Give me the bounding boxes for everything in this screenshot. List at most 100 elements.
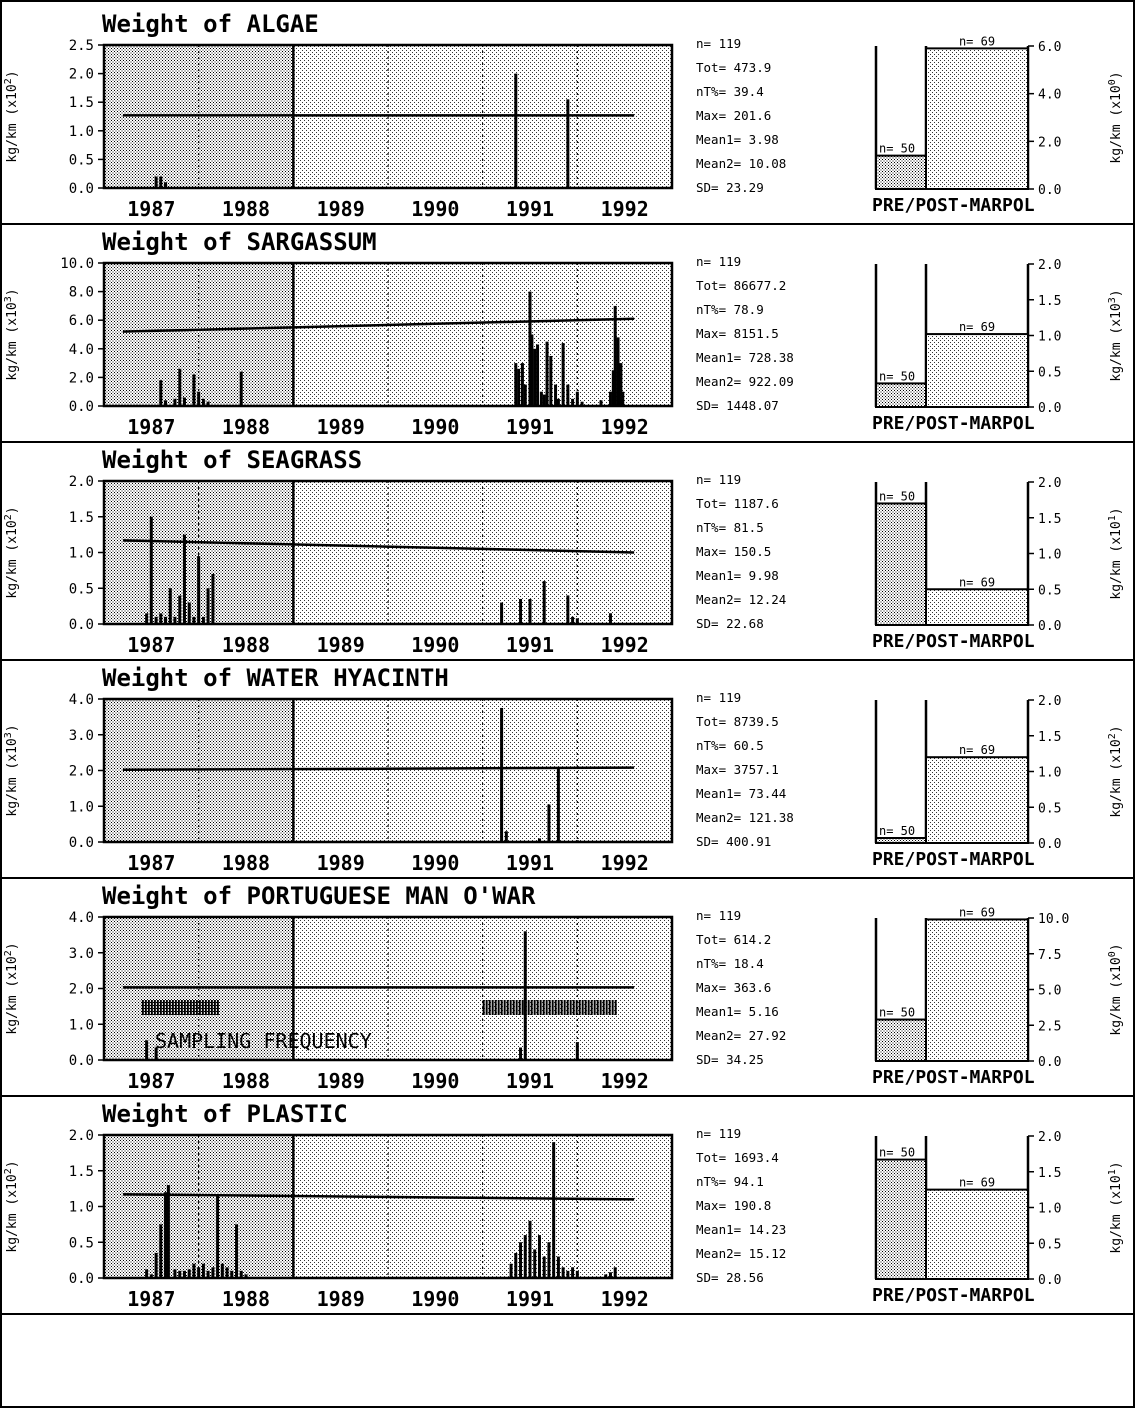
x-tick-label: 1988 bbox=[222, 1287, 270, 1311]
x-tick-label: 1990 bbox=[411, 197, 459, 221]
stat-line: nT%= 39.4 bbox=[696, 84, 764, 99]
chart-title: Weight of PORTUGUESE MAN O'WAR bbox=[102, 882, 536, 910]
sampling-tick bbox=[506, 1000, 509, 1015]
data-bar bbox=[566, 595, 570, 624]
data-bar bbox=[556, 768, 560, 842]
data-bar bbox=[542, 394, 546, 406]
data-bar bbox=[159, 613, 163, 624]
sampling-tick bbox=[614, 1000, 617, 1015]
x-tick-label: 1987 bbox=[127, 1069, 175, 1093]
prepost-caption: PRE/POST-MARPOL bbox=[872, 631, 1035, 652]
pre-marpol-bar bbox=[875, 1018, 927, 1063]
data-bar bbox=[523, 1235, 527, 1278]
stat-line: Mean2= 15.12 bbox=[696, 1246, 786, 1261]
sampling-frequency-bar bbox=[482, 1000, 617, 1015]
stat-line: n= 119 bbox=[696, 472, 741, 487]
post-marpol-bar bbox=[925, 333, 1029, 409]
x-tick-label: 1990 bbox=[411, 1069, 459, 1093]
stat-line: n= 119 bbox=[696, 908, 741, 923]
prepost-y-tick-label: 0.0 bbox=[1038, 1273, 1061, 1288]
y-tick-label: 1.0 bbox=[69, 546, 94, 562]
x-tick-label: 1989 bbox=[317, 197, 365, 221]
data-bar bbox=[159, 176, 163, 188]
sampling-tick bbox=[521, 1000, 524, 1015]
pre-marpol-bar bbox=[875, 154, 927, 190]
sampling-tick bbox=[198, 1000, 201, 1015]
prepost-y-tick-label: 4.0 bbox=[1038, 88, 1061, 103]
data-bar bbox=[145, 1040, 149, 1060]
panel-5: Weight of PORTUGUESE MAN O'WAR 0.0 1.0 2.0 3… bbox=[0, 877, 1135, 1093]
data-bar bbox=[197, 391, 201, 406]
prepost-y-tick-label: 2.0 bbox=[1038, 135, 1061, 150]
x-tick-label: 1992 bbox=[601, 1287, 649, 1311]
data-bar bbox=[514, 363, 518, 406]
data-bar bbox=[149, 516, 153, 624]
prepost-y-tick-label: 10.0 bbox=[1038, 912, 1069, 927]
sampling-tick bbox=[497, 1000, 500, 1015]
data-bar bbox=[519, 1047, 523, 1060]
x-tick-label: 1989 bbox=[317, 415, 365, 439]
prepost-y-tick-label: 2.0 bbox=[1038, 258, 1061, 273]
sampling-tick bbox=[524, 1000, 527, 1015]
sampling-tick bbox=[605, 1000, 608, 1015]
post-marpol-region bbox=[293, 699, 672, 842]
prepost-y-tick-label: 0.0 bbox=[1038, 619, 1061, 634]
sampling-tick bbox=[557, 1000, 560, 1015]
sampling-tick bbox=[530, 1000, 533, 1015]
sampling-tick bbox=[572, 1000, 575, 1015]
data-bar bbox=[528, 598, 532, 624]
prepost-y-axis-label: kg/km (x100) bbox=[1107, 943, 1124, 1035]
data-bar bbox=[201, 398, 205, 406]
data-bar bbox=[159, 1224, 163, 1278]
post-n-label: n= 69 bbox=[959, 320, 995, 334]
x-tick-label: 1988 bbox=[222, 1069, 270, 1093]
y-tick-label: 1.0 bbox=[69, 799, 94, 815]
sampling-tick bbox=[518, 1000, 521, 1015]
chart-title: Weight of WATER HYACINTH bbox=[102, 664, 449, 692]
data-bar bbox=[537, 1235, 541, 1278]
chart-title: Weight of ALGAE bbox=[102, 10, 319, 38]
data-bar bbox=[575, 1042, 579, 1060]
y-tick-label: 0.0 bbox=[69, 1271, 94, 1287]
data-bar bbox=[206, 401, 210, 406]
data-bar bbox=[197, 1267, 201, 1278]
data-bar bbox=[166, 1185, 170, 1278]
data-bar bbox=[599, 400, 603, 406]
x-tick-label: 1991 bbox=[506, 197, 554, 221]
data-bar bbox=[519, 1242, 523, 1278]
prepost-y-axis-label: kg/km (x103) bbox=[1107, 289, 1124, 381]
data-bar bbox=[533, 1249, 537, 1278]
data-bar bbox=[182, 534, 186, 624]
sampling-frequency-label: SAMPLING FREQUENCY bbox=[155, 1029, 372, 1053]
data-bar bbox=[566, 99, 570, 188]
y-tick-label: 4.0 bbox=[69, 910, 94, 926]
stat-line: Mean2= 922.09 bbox=[696, 374, 794, 389]
stat-line: nT%= 60.5 bbox=[696, 738, 764, 753]
sampling-tick bbox=[500, 1000, 503, 1015]
data-bar bbox=[178, 1270, 182, 1278]
sampling-tick bbox=[153, 1000, 156, 1015]
sampling-tick bbox=[141, 1000, 144, 1015]
sampling-tick bbox=[147, 1000, 150, 1015]
x-tick-label: 1991 bbox=[506, 1287, 554, 1311]
pre-n-label: n= 50 bbox=[879, 489, 915, 503]
data-bar bbox=[239, 371, 243, 406]
stat-line: n= 119 bbox=[696, 36, 741, 51]
chart-title: Weight of SEAGRASS bbox=[102, 446, 362, 474]
sampling-tick bbox=[494, 1000, 497, 1015]
pre-n-label: n= 50 bbox=[879, 824, 915, 838]
pre-marpol-region bbox=[104, 263, 294, 406]
data-bar bbox=[556, 398, 560, 406]
data-bar bbox=[547, 804, 551, 842]
data-bar bbox=[547, 1242, 551, 1278]
sampling-tick bbox=[602, 1000, 605, 1015]
y-tick-label: 2.5 bbox=[69, 38, 94, 54]
data-bar bbox=[616, 337, 620, 406]
pre-n-label: n= 50 bbox=[879, 1006, 915, 1020]
data-bar bbox=[197, 556, 201, 624]
sampling-tick bbox=[563, 1000, 566, 1015]
data-bar bbox=[545, 341, 549, 406]
pre-n-label: n= 50 bbox=[879, 369, 915, 383]
y-tick-label: 3.0 bbox=[69, 728, 94, 744]
